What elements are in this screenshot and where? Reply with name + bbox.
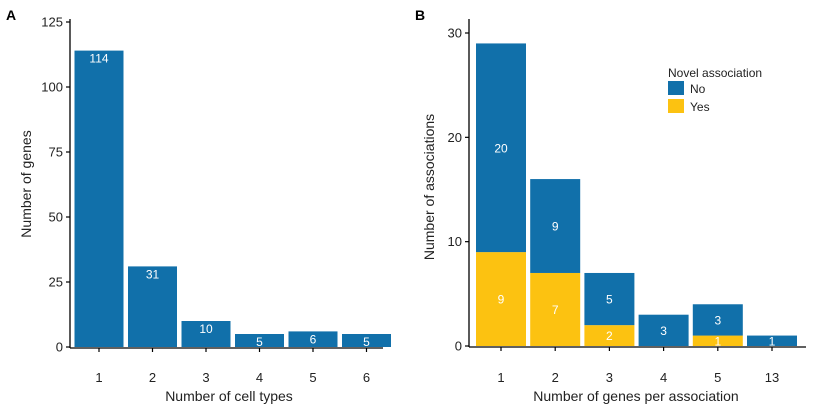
legend-label-yes: Yes — [690, 100, 710, 114]
bar-label-b-no-3: 5 — [606, 293, 613, 307]
panel-b-y-ticks: 0 10 20 30 — [448, 26, 469, 354]
panel-a: A 114 31 10 5 6 5 0 25 50 75 100 125 1 2 3 4 5 6 Number… — [6, 7, 391, 404]
legend: Novel association No Yes — [668, 66, 762, 114]
x-tick-label-a-1: 1 — [95, 370, 102, 385]
bar-label-a-6: 5 — [363, 335, 370, 349]
panel-b-bar-labels: 9 20 7 9 2 5 3 1 3 1 — [494, 141, 775, 348]
legend-swatch-no — [668, 81, 684, 95]
legend-title: Novel association — [668, 66, 762, 80]
y-tick-label-b-10: 10 — [448, 234, 462, 249]
bar-label-b-yes-2: 7 — [552, 303, 559, 317]
bar-b-yes-3 — [584, 325, 635, 346]
bar-label-a-5: 6 — [310, 332, 317, 346]
bar-label-a-3: 10 — [199, 322, 213, 336]
panel-a-x-ticks: 1 2 3 4 5 6 — [95, 348, 370, 385]
y-tick-label-a-100: 100 — [41, 80, 63, 95]
bar-label-a-2: 31 — [146, 267, 160, 281]
panel-a-letter: A — [6, 7, 16, 23]
panel-b-y-axis-title: Number of associations — [421, 114, 437, 260]
x-tick-label-a-5: 5 — [309, 370, 316, 385]
y-tick-label-a-75: 75 — [49, 145, 63, 160]
bar-b-no-1 — [476, 43, 526, 253]
x-tick-label-a-6: 6 — [363, 370, 370, 385]
bar-a-2 — [128, 266, 177, 347]
y-tick-label-a-25: 25 — [49, 275, 63, 290]
panel-b-x-axis-title: Number of genes per association — [533, 388, 738, 404]
x-tick-label-b-2: 2 — [552, 370, 559, 385]
panel-a-y-ticks: 0 25 50 75 100 125 — [41, 15, 70, 355]
x-tick-label-b-3: 3 — [606, 370, 613, 385]
y-tick-label-a-0: 0 — [56, 340, 63, 355]
bar-label-b-yes-1: 9 — [498, 293, 505, 307]
panel-a-bar-labels: 114 31 10 5 6 5 — [89, 52, 370, 349]
y-tick-label-b-20: 20 — [448, 130, 462, 145]
x-tick-label-b-4: 4 — [660, 370, 667, 385]
bar-a-3 — [181, 321, 231, 347]
x-tick-label-a-4: 4 — [256, 370, 263, 385]
bar-label-b-yes-5: 1 — [714, 334, 721, 348]
bar-b-no-3 — [584, 272, 635, 326]
y-tick-label-a-50: 50 — [49, 210, 63, 225]
legend-label-no: No — [690, 82, 706, 96]
x-tick-label-b-13: 13 — [765, 370, 779, 385]
panel-a-bars — [74, 50, 391, 347]
bar-label-a-4: 5 — [256, 335, 263, 349]
bar-b-no-13 — [747, 335, 797, 346]
bar-b-yes-2 — [530, 272, 581, 346]
bar-b-no-5 — [692, 304, 743, 336]
bar-a-4 — [235, 334, 284, 347]
legend-swatch-yes — [668, 99, 684, 113]
panel-b-letter: B — [415, 7, 425, 23]
bar-a-1 — [74, 50, 124, 347]
bar-label-b-no-13: 1 — [769, 334, 776, 348]
bar-label-a-1: 114 — [89, 52, 108, 66]
y-tick-label-b-30: 30 — [448, 26, 462, 41]
panel-a-x-axis-title: Number of cell types — [165, 388, 293, 404]
bar-b-no-4 — [638, 314, 689, 346]
y-tick-label-b-0: 0 — [455, 339, 462, 354]
bar-label-b-no-5: 3 — [714, 313, 721, 327]
bar-label-b-no-4: 3 — [660, 324, 667, 338]
bar-b-yes-5 — [692, 335, 743, 346]
bar-label-b-no-2: 9 — [552, 220, 559, 234]
x-tick-label-b-1: 1 — [497, 370, 504, 385]
bar-label-b-yes-3: 2 — [606, 329, 613, 343]
x-tick-label-a-3: 3 — [202, 370, 209, 385]
bar-b-no-2 — [530, 179, 581, 273]
panel-b-x-ticks: 1 2 3 4 5 13 — [497, 347, 779, 385]
x-tick-label-b-5: 5 — [714, 370, 721, 385]
x-tick-label-a-2: 2 — [149, 370, 156, 385]
bar-a-6 — [342, 334, 391, 347]
bar-label-b-no-1: 20 — [494, 141, 508, 155]
bar-a-5 — [288, 331, 338, 347]
bar-b-yes-1 — [476, 252, 526, 346]
y-tick-label-a-125: 125 — [41, 15, 63, 30]
panel-b-bars — [476, 43, 797, 346]
panel-a-y-axis-title: Number of genes — [18, 130, 34, 237]
